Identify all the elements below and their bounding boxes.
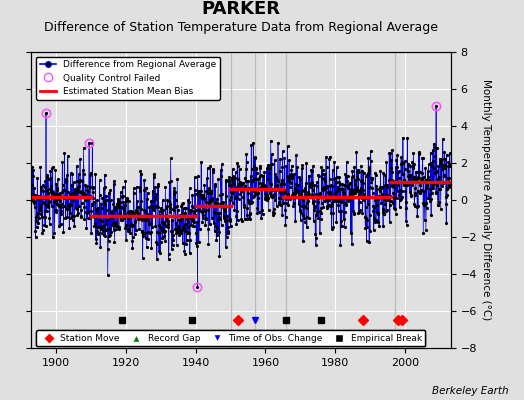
Legend: Station Move, Record Gap, Time of Obs. Change, Empirical Break: Station Move, Record Gap, Time of Obs. C… xyxy=(36,330,425,346)
Text: Berkeley Earth: Berkeley Earth xyxy=(432,386,508,396)
Text: Difference of Station Temperature Data from Regional Average: Difference of Station Temperature Data f… xyxy=(44,21,438,34)
Text: PARKER: PARKER xyxy=(202,0,280,18)
Y-axis label: Monthly Temperature Anomaly Difference (°C): Monthly Temperature Anomaly Difference (… xyxy=(481,79,491,321)
